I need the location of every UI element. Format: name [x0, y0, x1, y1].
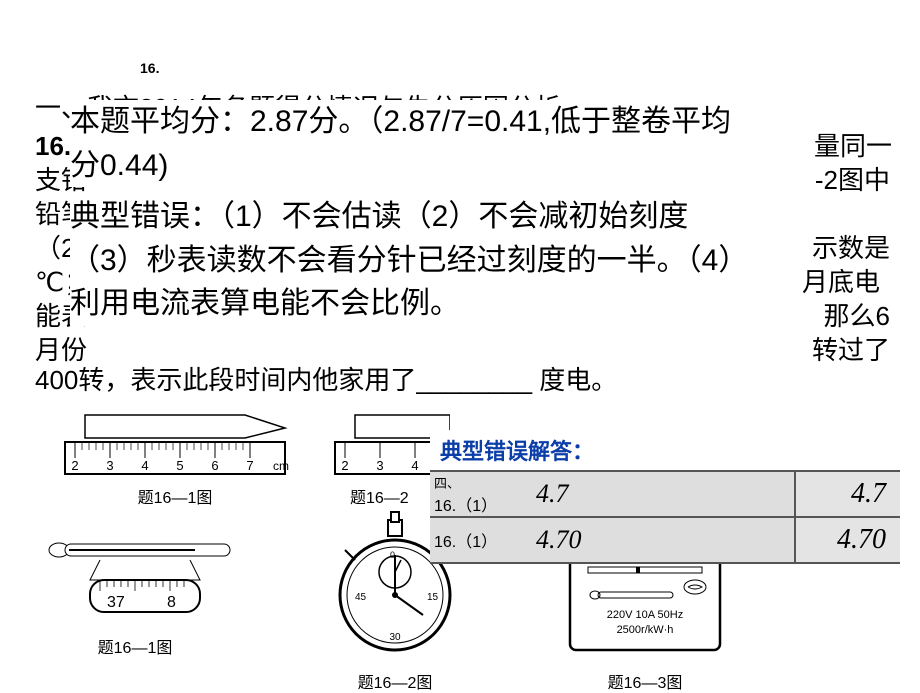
svg-text:15: 15: [427, 592, 439, 603]
overlay-errors: 典型错误：（1）不会估读（2）不会减初始刻度（3）秒表读数不会看分针已经过刻度的…: [70, 195, 740, 326]
error-row: 16.（1） 4.70 4.70: [430, 516, 900, 564]
error-row: 四、 16.（1） 4.7 4.7: [430, 470, 900, 516]
question-number-top: 16.: [140, 60, 159, 76]
svg-text:220V 10A 50Hz: 220V 10A 50Hz: [607, 609, 683, 621]
svg-text:2: 2: [71, 458, 78, 473]
svg-text:45: 45: [355, 592, 367, 603]
error-value-right: 4.7: [794, 472, 900, 516]
bg-frag: 那么6: [824, 298, 890, 334]
svg-text:37: 37: [107, 594, 125, 611]
svg-text:7: 7: [246, 458, 253, 473]
ruler-figure-1: 2 3 4 5 6 7 cm 题16—1图: [60, 410, 290, 508]
thermometer-figure: 37 8 题16—1图: [45, 535, 225, 658]
figure-caption: 题16—3图: [560, 669, 730, 693]
svg-text:3: 3: [106, 458, 113, 473]
svg-text:cm: cm: [273, 459, 289, 473]
error-row-label: 四、 16.（1）: [430, 473, 506, 516]
svg-text:6: 6: [211, 458, 218, 473]
figure-caption: 题16—1图: [60, 484, 290, 508]
figure-caption: 题16—1图: [45, 634, 225, 658]
svg-text:4: 4: [411, 458, 418, 473]
svg-text:3: 3: [376, 458, 383, 473]
error-answers-block: 典型错误解答： 四、 16.（1） 4.7 4.7 16.（1） 4.70 4.…: [430, 430, 900, 564]
bg-frag: -2图中: [815, 162, 890, 198]
bg-frag: 量同一: [814, 128, 892, 164]
svg-text:30: 30: [389, 632, 401, 643]
bg-frag: 月底电: [802, 264, 880, 300]
svg-text:0: 0: [390, 550, 395, 560]
overlay-score: 本题平均分：2.87分。（2.87/7=0.41,低于整卷平均分0.44): [70, 100, 740, 187]
error-value-right: 4.70: [794, 518, 900, 562]
svg-text:8: 8: [167, 594, 176, 611]
figure-caption: 题16—2图: [315, 669, 475, 693]
bg-frag: 转过了: [812, 332, 890, 368]
bg-q16: 16.: [35, 128, 71, 164]
svg-text:2: 2: [341, 458, 348, 473]
svg-text:5: 5: [176, 458, 183, 473]
error-value-left: 4.70: [506, 525, 794, 555]
svg-text:4: 4: [141, 458, 148, 473]
error-value-left: 4.7: [506, 479, 794, 509]
bg-frag: 400转，表示此段时间内他家用了________ 度电。: [35, 362, 617, 398]
svg-text:2500r/kW·h: 2500r/kW·h: [617, 624, 674, 636]
error-row-label: 16.（1）: [430, 528, 506, 552]
error-title: 典型错误解答：: [430, 430, 900, 470]
bg-frag: 示数是: [812, 230, 890, 266]
